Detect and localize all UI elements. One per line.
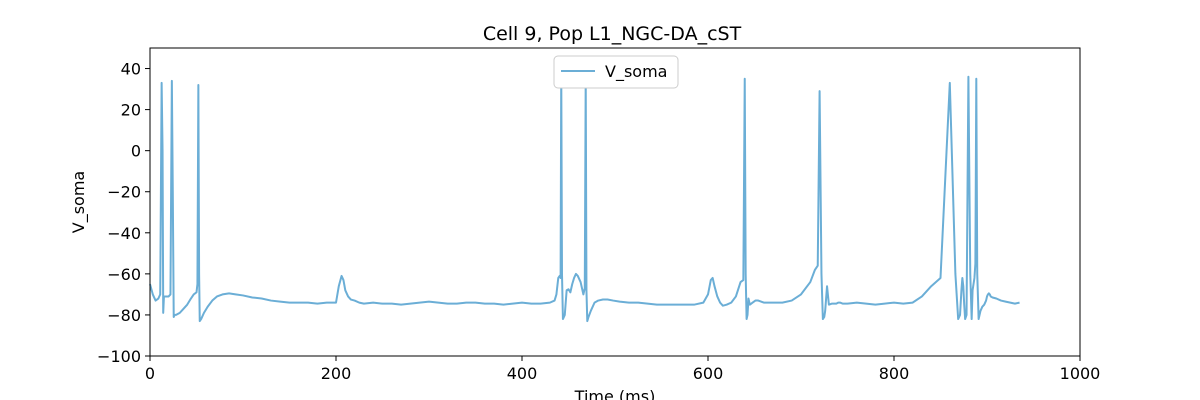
x-tick-label: 400 <box>507 364 538 383</box>
x-axis-label: Time (ms) <box>574 387 656 400</box>
series-line-v-soma <box>149 71 1020 323</box>
legend-label-v-soma: V_soma <box>605 62 667 82</box>
legend: V_soma <box>553 55 679 89</box>
y-tick-label: −80 <box>107 306 141 325</box>
x-tick-label: 200 <box>321 364 352 383</box>
y-tick-label: 0 <box>131 142 141 161</box>
x-tick-label: 600 <box>693 364 724 383</box>
y-tick-label: −100 <box>97 347 141 366</box>
x-axis-ticks: 0 200 400 600 800 1000 <box>145 356 1100 383</box>
series-layer <box>149 71 1020 323</box>
x-tick-label: 800 <box>879 364 910 383</box>
chart-title: Cell 9, Pop L1_NGC-DA_cST <box>483 23 742 45</box>
axes-frame <box>149 47 1081 357</box>
y-axis-ticks: −100 −80 −60 −40 −20 0 20 40 <box>97 60 150 366</box>
y-tick-label: 40 <box>121 60 141 79</box>
legend-box <box>553 55 679 89</box>
plot-area <box>150 48 1080 356</box>
x-tick-label: 0 <box>145 364 155 383</box>
x-tick-label: 1000 <box>1060 364 1101 383</box>
y-tick-label: −20 <box>107 183 141 202</box>
y-tick-label: −40 <box>107 224 141 243</box>
y-axis-label: V_soma <box>69 171 89 233</box>
y-tick-label: −60 <box>107 265 141 284</box>
y-tick-label: 20 <box>121 101 141 120</box>
